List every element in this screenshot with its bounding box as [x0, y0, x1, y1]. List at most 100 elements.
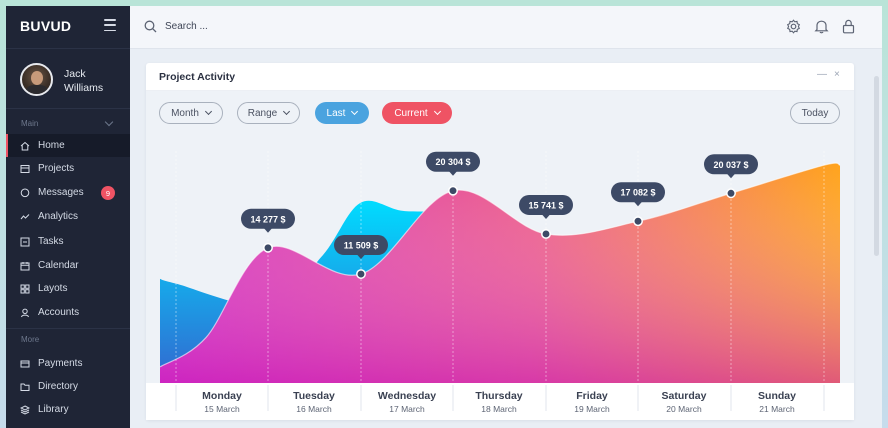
x-tick-label: Sunday: [758, 390, 796, 402]
scrollbar[interactable]: [874, 76, 879, 256]
tasks-icon: [20, 237, 30, 247]
x-tick-label: Saturday: [662, 390, 707, 402]
sidebar-item-payments[interactable]: Payments: [6, 352, 130, 375]
x-tick-label: Monday: [202, 390, 242, 402]
value-label: 20 037 $: [713, 160, 748, 170]
section-label-main: Main: [21, 119, 39, 128]
last-filter-label: Last: [326, 107, 346, 119]
chevron-down-icon: [351, 107, 359, 116]
lock-icon[interactable]: [841, 19, 856, 34]
chevron-down-icon: [433, 107, 441, 116]
sidebar-item-label: Calendar: [38, 260, 79, 271]
app-window: BUVUD Jack Williams Main Home Projects M…: [6, 6, 882, 428]
sidebar-item-calendar[interactable]: Calendar: [6, 254, 130, 277]
layouts-icon: [20, 284, 30, 294]
x-tick-date: 21 March: [759, 404, 795, 414]
brand-logo[interactable]: BUVUD: [20, 18, 72, 34]
settings-icon[interactable]: [786, 19, 801, 34]
value-label: 14 277 $: [250, 214, 285, 224]
last-filter-button[interactable]: Last: [315, 102, 369, 124]
x-tick-date: 18 March: [481, 404, 517, 414]
card-divider: [146, 90, 854, 91]
x-axis-band: [146, 383, 854, 420]
x-tick-label: Wednesday: [378, 390, 436, 402]
sidebar-item-label: Payments: [38, 358, 83, 369]
chevron-down-icon: [204, 107, 212, 116]
x-tick-date: 16 March: [296, 404, 332, 414]
data-point[interactable]: [541, 228, 551, 239]
data-point[interactable]: [263, 242, 273, 253]
project-activity-card: Project Activity — ×: [146, 63, 854, 420]
today-button[interactable]: Today: [790, 102, 840, 124]
payments-icon: [20, 359, 30, 369]
value-tooltip: [519, 194, 573, 215]
value-tooltip: [426, 151, 480, 172]
x-tick-date: 19 March: [574, 404, 610, 414]
data-point[interactable]: [356, 269, 366, 279]
x-tick-date: 15 March: [204, 404, 240, 414]
sidebar-item-tasks[interactable]: Tasks: [6, 230, 130, 253]
x-tick-date: 17 March: [389, 404, 425, 414]
home-icon: [20, 141, 30, 151]
calendar-icon: [20, 261, 30, 271]
value-tooltip: [611, 182, 665, 203]
tooltip-arrow: [449, 171, 457, 176]
search-icon[interactable]: [144, 20, 157, 33]
sidebar-item-analytics[interactable]: Analytics: [6, 205, 130, 228]
sidebar-divider: [6, 48, 130, 49]
tooltip-arrow: [727, 173, 735, 179]
sidebar-item-library[interactable]: Library: [6, 398, 130, 421]
sidebar-item-label: Layots: [38, 283, 68, 294]
sidebar-item-projects[interactable]: Projects: [6, 157, 130, 180]
sidebar-item-label: Tasks: [38, 236, 64, 247]
activity-chart: 14 277 $ 11 509 $ 20 304 $ 15 741 $ 17 082 $…: [146, 151, 854, 420]
sidebar-divider: [6, 328, 130, 329]
x-tick-date: 20 March: [666, 404, 702, 414]
chevron-down-icon[interactable]: [104, 117, 114, 127]
sidebar-item-home[interactable]: Home: [6, 134, 130, 157]
data-point[interactable]: [633, 216, 643, 227]
projects-icon: [20, 164, 30, 174]
value-tooltip: [241, 208, 295, 229]
data-point[interactable]: [448, 185, 458, 196]
x-tick-label: Friday: [576, 390, 608, 402]
tooltip-arrow: [542, 214, 550, 219]
value-tooltip: [704, 154, 758, 175]
sidebar-item-label: Directory: [38, 381, 79, 392]
x-tick-label: Tuesday: [293, 390, 335, 402]
menu-toggle-icon[interactable]: [104, 19, 116, 31]
x-tick-label: Thursday: [475, 390, 522, 402]
month-filter-button[interactable]: Month: [159, 102, 223, 124]
range-filter-button[interactable]: Range: [237, 102, 300, 124]
current-filter-button[interactable]: Current: [382, 102, 452, 124]
value-label: 20 304 $: [435, 157, 470, 167]
tooltip-arrow: [264, 228, 272, 233]
value-tooltip: [334, 235, 388, 256]
sidebar-item-label: Accounts: [38, 307, 80, 318]
close-button[interactable]: ×: [834, 69, 840, 80]
data-point[interactable]: [726, 188, 736, 199]
top-bar: Search ...: [130, 6, 882, 49]
user-name: Jack Williams: [64, 68, 104, 94]
sidebar-item-messages[interactable]: Messages 9: [6, 181, 130, 204]
sidebar-item-layouts[interactable]: Layots: [6, 277, 130, 300]
current-series-line: [159, 162, 841, 368]
sidebar-item-directory[interactable]: Directory: [6, 375, 130, 398]
sidebar: BUVUD Jack Williams Main Home Projects M…: [6, 6, 130, 428]
value-label: 15 741 $: [528, 200, 563, 210]
library-icon: [20, 404, 30, 415]
minimize-button[interactable]: —: [817, 69, 827, 80]
sidebar-item-label: Home: [38, 140, 65, 151]
sidebar-item-label: Messages: [38, 187, 84, 198]
chevron-down-icon: [283, 107, 291, 116]
notifications-icon[interactable]: [814, 19, 829, 34]
card-title: Project Activity: [159, 71, 236, 83]
section-label-more: More: [21, 335, 40, 344]
analytics-icon: [20, 212, 30, 222]
range-filter-label: Range: [247, 107, 278, 119]
messages-icon: [20, 188, 30, 198]
value-label: 11 509 $: [344, 241, 379, 251]
sidebar-item-accounts[interactable]: Accounts: [6, 301, 130, 324]
search-input[interactable]: Search ...: [165, 21, 208, 32]
user-profile[interactable]: Jack Williams: [20, 63, 130, 103]
